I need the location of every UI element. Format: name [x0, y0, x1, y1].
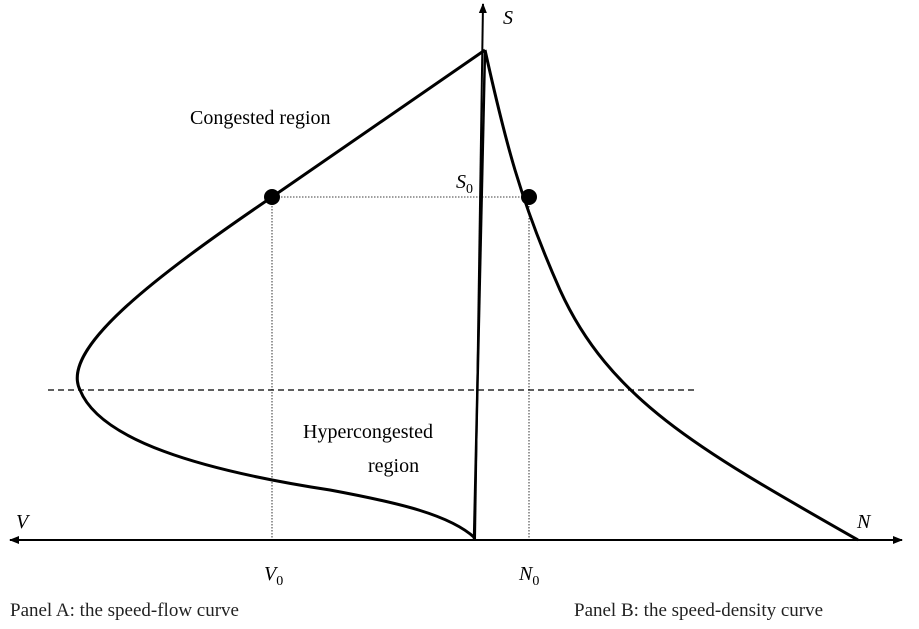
v0-label: V0 — [264, 563, 283, 589]
n-label: N — [856, 511, 872, 533]
caption: Panel B: the speed-density curve — [574, 600, 823, 621]
s0-label: S0 — [456, 171, 473, 197]
s-label: S — [503, 7, 513, 29]
caption: Panel A: the speed-flow curve — [10, 600, 239, 621]
speed-density-curve — [483, 49, 859, 542]
density-line — [472, 49, 487, 541]
congested-label: Congested region — [190, 107, 331, 129]
hypercongested-label: Hypercongested — [303, 421, 433, 443]
flow-point — [264, 189, 280, 205]
n0-label: N0 — [518, 563, 539, 589]
speed-flow-curve — [75, 48, 486, 540]
density-point — [521, 189, 537, 205]
v-label: V — [16, 511, 31, 533]
hypercongested-label: region — [368, 455, 419, 477]
